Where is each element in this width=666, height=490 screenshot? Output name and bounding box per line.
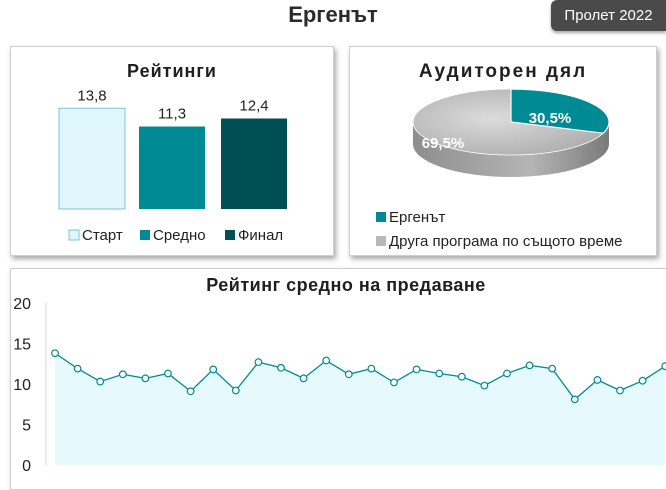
bar-3: [221, 118, 287, 209]
ratings-panel: Рейтинги 13,8 11,3 12,4 Старт Средно Финал: [10, 46, 334, 256]
legend-swatch: [376, 212, 386, 222]
legend-label: Средно: [153, 227, 206, 244]
pie-value-label: 30,5%: [529, 110, 572, 127]
page-title: Ергенът: [288, 2, 378, 27]
legend-label: Финал: [238, 227, 283, 244]
pie-value-label: 69,5%: [422, 135, 465, 152]
legend-swatch: [225, 230, 235, 240]
bar-value-label: 12,4: [239, 97, 268, 114]
episode-rating-title: Рейтинг средно на предаване: [206, 275, 486, 295]
pie-side: [413, 122, 609, 177]
legend-swatch: [376, 236, 386, 246]
season-badge: Пролет 2022: [551, 0, 666, 31]
legend-swatch: [140, 230, 150, 240]
bar-value-label: 11,3: [158, 106, 186, 123]
legend-label: Старт: [82, 227, 123, 244]
audience-share-title: Аудиторен дял: [418, 61, 588, 82]
legend-swatch: [68, 229, 80, 241]
pie-slice-main: [510, 88, 610, 134]
audience-share-pie-chart: 30,5% 69,5% Ергенът Друга програма по същот…: [376, 88, 622, 250]
bar-2: [139, 126, 205, 209]
bar-value-label: 13,8: [77, 87, 106, 104]
ratings-bar-chart: 13,8 11,3 12,4 Старт Средно Финал: [58, 87, 287, 244]
legend-label: Друга програма по същото време: [389, 233, 622, 250]
audience-share-panel: Аудиторен дял 30,5% 69,5% Ергенът Друга про…: [349, 46, 657, 256]
episode-rating-panel: Рейтинг средно на предаване: [10, 268, 666, 490]
legend-label: Ергенът: [389, 209, 445, 226]
ratings-title: Рейтинги: [127, 61, 217, 81]
bar-1: [58, 107, 126, 210]
